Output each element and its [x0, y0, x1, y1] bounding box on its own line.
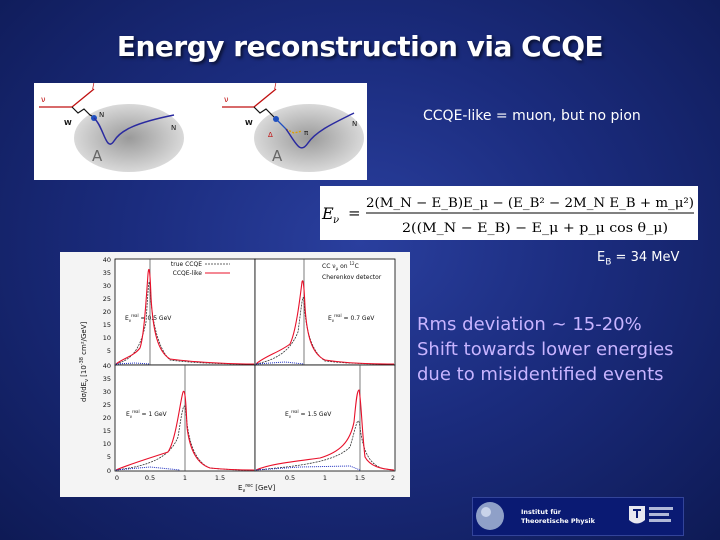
xtick: 1 — [323, 474, 327, 482]
xtick: 1.5 — [215, 474, 225, 482]
plot-svg: 40 35 30 25 20 15 10 5 40 35 30 25 20 15… — [79, 256, 396, 494]
slide-title: Energy reconstruction via CCQE — [116, 30, 604, 63]
panel-label-2: Eνreal = 1 GeV — [126, 409, 168, 419]
formula-svg: E ν = 2(M_N − E_B)E_μ − (E_B² − 2M_N E_B… — [321, 196, 694, 236]
ytick: 15 — [103, 321, 111, 329]
formula-lhs-sub: ν — [333, 215, 339, 226]
nucleon-out-label: N — [352, 120, 357, 128]
panel-label-0: Eνreal = 0.5 GeV — [125, 313, 172, 323]
formula-numerator: 2(M_N − E_B)E_μ − (E_B² − 2M_N E_B + m_μ… — [366, 196, 694, 211]
xtick: 1 — [183, 474, 187, 482]
legend-true: true CCQE — [171, 261, 202, 268]
cross-section-plots: 40 35 30 25 20 15 10 5 40 35 30 25 20 15… — [60, 252, 410, 497]
ccqe-like-curve — [255, 280, 395, 365]
bullet-list: Rms deviation ~ 15-20% Shift towards low… — [417, 312, 674, 387]
nucleus-label: A — [272, 147, 283, 165]
true-ccqe-curve — [115, 281, 255, 365]
w-label: W — [64, 119, 72, 127]
ytick: 10 — [103, 334, 111, 342]
xtick: 0.5 — [145, 474, 155, 482]
ytick: 25 — [103, 401, 111, 409]
binding-subscript: B — [605, 257, 612, 268]
ccqe-like-curve — [115, 269, 255, 365]
ytick: 20 — [103, 414, 111, 422]
background-curve — [255, 465, 361, 471]
xtick: 1.5 — [355, 474, 365, 482]
ccqe-definition: CCQE-like = muon, but no pion — [423, 108, 641, 124]
ytick: 35 — [103, 269, 111, 277]
logo-svg: Institut für Theoretische Physik — [476, 502, 673, 530]
nucleon-label: N — [99, 111, 104, 119]
nucleus-label: A — [92, 147, 103, 165]
nu-label: ν — [41, 95, 46, 104]
nu-label: ν — [224, 95, 229, 104]
binding-energy: EB = 34 MeV — [597, 250, 679, 268]
true-ccqe-curve — [255, 297, 395, 365]
resonance-diagram: ν l W Δ π N A — [222, 82, 364, 172]
ytick: 5 — [107, 453, 111, 461]
bullet-shift: Shift towards lower energies — [417, 339, 674, 360]
formula-equals: = — [348, 204, 361, 222]
ytick: 10 — [103, 440, 111, 448]
ccqe-diagram: ν l W N N A — [39, 82, 184, 172]
binding-symbol: E — [597, 250, 606, 265]
ccqe-diagrams: ν l W N N A ν l W Δ π N A — [34, 82, 367, 180]
ytick: 0 — [107, 467, 111, 475]
lepton-label: l — [92, 83, 95, 91]
delta-label: Δ — [268, 131, 273, 139]
ytick: 25 — [103, 295, 111, 303]
target-label: CC νμ on 12C — [322, 261, 359, 271]
xtick: 2 — [391, 474, 395, 482]
nucleon-out-label: N — [171, 124, 176, 132]
ytick: 20 — [103, 308, 111, 316]
ytick: 30 — [103, 388, 111, 396]
ytick: 35 — [103, 375, 111, 383]
institute-logo: Institut für Theoretische Physik — [472, 497, 684, 536]
ytick: 5 — [107, 347, 111, 355]
panel-label-3: Eνreal = 1.5 GeV — [285, 409, 332, 419]
background-curve — [115, 466, 181, 471]
diagram-svg: ν l W N N A ν l W Δ π N A — [39, 82, 364, 172]
bullet-misid: due to misidentified events — [417, 364, 664, 385]
xtick: 0 — [115, 474, 119, 482]
formula-denominator: 2((M_N − E_B) − E_μ + p_μ cos θ_μ) — [402, 221, 668, 236]
energy-formula: E ν = 2(M_N − E_B)E_μ − (E_B² − 2M_N E_B… — [320, 186, 698, 240]
ytick: 30 — [103, 282, 111, 290]
formula-lhs: E — [321, 204, 334, 223]
background-curve — [115, 362, 151, 365]
x-axis-title: Eνrec [GeV] — [238, 483, 275, 494]
binding-value: = 34 MeV — [611, 250, 680, 265]
bullet-rms: Rms deviation ~ 15-20% — [417, 314, 642, 335]
panel-label-1: Eνreal = 0.7 GeV — [328, 313, 375, 323]
detector-label: Cherenkov detector — [322, 274, 382, 281]
pion-label: π — [304, 129, 309, 137]
w-label: W — [245, 119, 253, 127]
ytick: 15 — [103, 427, 111, 435]
y-axis-title: dσ/dEν [10-38 cm²/GeV] — [79, 321, 90, 402]
logo-line2: Theoretische Physik — [521, 517, 596, 525]
legend-like: CCQE-like — [173, 270, 203, 277]
ytick: 40 — [103, 362, 111, 370]
ytick: 40 — [103, 256, 111, 264]
planet-icon — [476, 502, 504, 530]
ccqe-like-curve — [115, 390, 255, 471]
true-ccqe-curve — [255, 420, 395, 471]
logo-line1: Institut für — [521, 508, 562, 516]
ccqe-like-curve — [255, 389, 395, 471]
lepton-label: l — [274, 83, 277, 91]
xtick: 0.5 — [285, 474, 295, 482]
